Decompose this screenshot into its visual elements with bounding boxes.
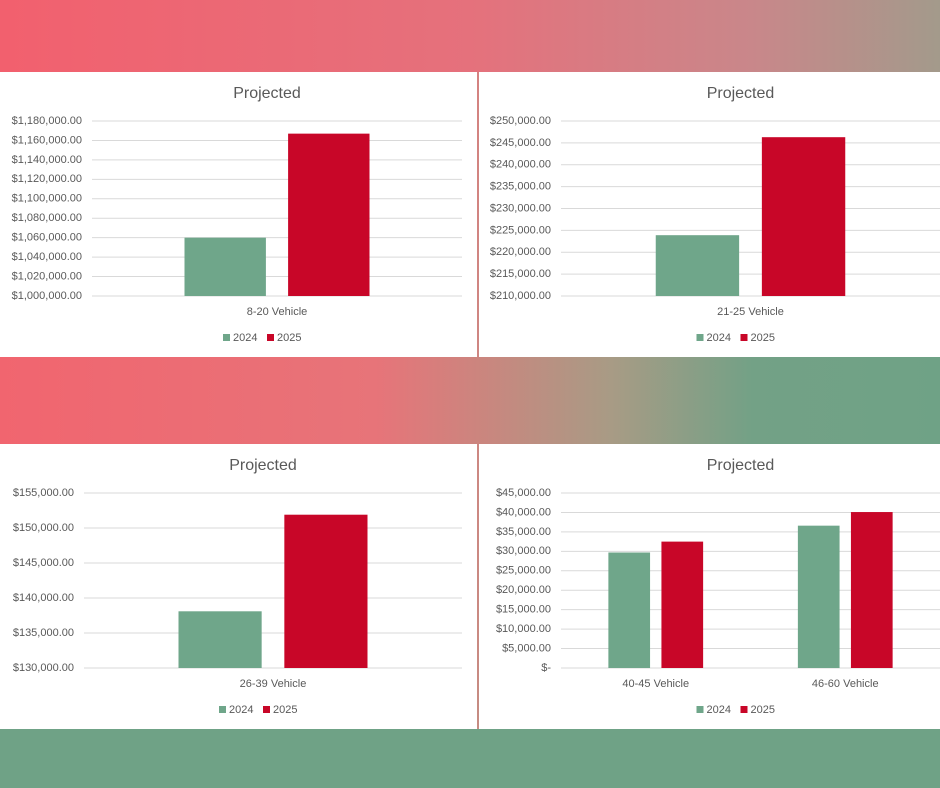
y-tick-label: $150,000.00 xyxy=(13,522,74,534)
chart-title: Projected xyxy=(707,457,775,474)
x-tick-label: 8-20 Vehicle xyxy=(247,306,308,318)
y-tick-label: $1,040,000.00 xyxy=(12,251,82,263)
legend-label: 2024 xyxy=(229,704,253,716)
legend-label: 2025 xyxy=(751,704,775,716)
legend-swatch xyxy=(696,706,704,713)
bar xyxy=(797,525,840,668)
y-tick-label: $20,000.00 xyxy=(496,584,551,596)
legend-label: 2025 xyxy=(277,332,301,344)
y-tick-label: $1,120,000.00 xyxy=(12,173,82,185)
legend-label: 2025 xyxy=(751,332,775,344)
x-tick-label: 40-45 Vehicle xyxy=(622,678,689,690)
chart-title: Projected xyxy=(233,85,301,102)
legend-swatch xyxy=(223,334,230,341)
y-tick-label: $230,000.00 xyxy=(490,202,551,214)
y-tick-label: $135,000.00 xyxy=(13,627,74,639)
y-tick-label: $1,180,000.00 xyxy=(12,115,82,127)
y-tick-label: $15,000.00 xyxy=(496,604,551,616)
chart: Projected $1,000,000.00 $1,020,000.00 $1,04… xyxy=(0,72,477,357)
y-tick-label: $40,000.00 xyxy=(496,506,551,518)
y-tick-label: $1,140,000.00 xyxy=(12,154,82,166)
y-tick-label: $1,020,000.00 xyxy=(12,270,82,282)
chart: Projected $210,000.00 $215,000.00 $220,000.… xyxy=(479,72,940,357)
y-tick-label: $215,000.00 xyxy=(490,268,551,280)
y-tick-label: $145,000.00 xyxy=(13,557,74,569)
y-tick-label: $235,000.00 xyxy=(490,181,551,193)
legend-label: 2025 xyxy=(273,704,297,716)
bar xyxy=(184,237,266,296)
y-tick-label: $- xyxy=(541,662,551,674)
y-tick-label: $140,000.00 xyxy=(13,592,74,604)
legend-swatch xyxy=(740,334,748,341)
y-tick-label: $220,000.00 xyxy=(490,246,551,258)
background-band xyxy=(0,357,940,444)
legend-swatch xyxy=(267,334,274,341)
chart: Projected $130,000.00 $135,000.00 $140,000.… xyxy=(0,444,477,729)
legend-label: 2024 xyxy=(707,704,731,716)
bar xyxy=(178,611,262,668)
chart-title: Projected xyxy=(707,85,775,102)
bar xyxy=(661,541,704,668)
y-tick-label: $210,000.00 xyxy=(490,290,551,302)
legend-label: 2024 xyxy=(233,332,257,344)
bar xyxy=(850,512,893,668)
y-tick-label: $130,000.00 xyxy=(13,662,74,674)
y-tick-label: $240,000.00 xyxy=(490,159,551,171)
y-tick-label: $10,000.00 xyxy=(496,623,551,635)
bar xyxy=(288,133,370,296)
y-tick-label: $35,000.00 xyxy=(496,526,551,538)
y-tick-label: $225,000.00 xyxy=(490,224,551,236)
x-tick-label: 21-25 Vehicle xyxy=(717,306,784,318)
chart: Projected $- $5,000.00 $10,000.00 $15,000.00… xyxy=(479,444,940,729)
legend-label: 2024 xyxy=(707,332,731,344)
bar xyxy=(655,235,740,296)
y-tick-label: $245,000.00 xyxy=(490,137,551,149)
x-tick-label: 46-60 Vehicle xyxy=(812,678,879,690)
background-band xyxy=(0,0,940,72)
legend-swatch xyxy=(219,706,226,713)
y-tick-label: $155,000.00 xyxy=(13,487,74,499)
bar xyxy=(284,514,368,668)
y-tick-label: $45,000.00 xyxy=(496,487,551,499)
legend-swatch xyxy=(263,706,270,713)
y-tick-label: $1,000,000.00 xyxy=(12,290,82,302)
y-tick-label: $25,000.00 xyxy=(496,565,551,577)
y-tick-label: $1,160,000.00 xyxy=(12,134,82,146)
x-tick-label: 26-39 Vehicle xyxy=(240,678,307,690)
y-tick-label: $1,100,000.00 xyxy=(12,193,82,205)
bar xyxy=(608,552,651,668)
legend-swatch xyxy=(696,334,704,341)
y-tick-label: $1,080,000.00 xyxy=(12,212,82,224)
y-tick-label: $30,000.00 xyxy=(496,545,551,557)
y-tick-label: $1,060,000.00 xyxy=(12,232,82,244)
legend-swatch xyxy=(740,706,748,713)
y-tick-label: $250,000.00 xyxy=(490,115,551,127)
background-band xyxy=(0,729,940,788)
chart-title: Projected xyxy=(229,457,297,474)
y-tick-label: $5,000.00 xyxy=(502,642,551,654)
bar xyxy=(761,137,846,296)
